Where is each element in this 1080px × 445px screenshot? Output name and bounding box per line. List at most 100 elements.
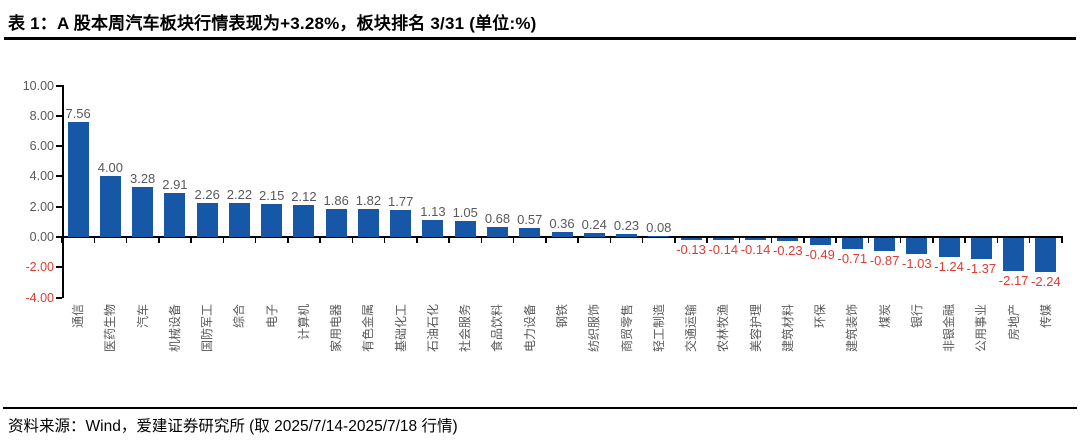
y-tick-label: -4.00 xyxy=(25,290,55,305)
y-tick-label: 4.00 xyxy=(29,169,54,184)
bar xyxy=(519,228,541,237)
bar xyxy=(712,238,734,241)
bar xyxy=(1035,238,1057,272)
x-axis-tick xyxy=(254,238,257,243)
x-axis-tick xyxy=(706,238,708,243)
category-label: 煤炭 xyxy=(877,303,892,328)
x-axis-tick xyxy=(448,238,450,243)
bar-value-label: 1.13 xyxy=(420,203,446,219)
x-axis-tick xyxy=(416,238,418,243)
bar xyxy=(809,238,831,246)
bar xyxy=(680,238,702,240)
bar-value-label: 2.15 xyxy=(259,188,285,204)
category-label: 农林牧渔 xyxy=(716,303,731,352)
x-axis-tick xyxy=(1061,238,1063,243)
category-label: 通信 xyxy=(71,303,86,328)
bar xyxy=(648,235,670,237)
bar xyxy=(228,203,250,237)
category-label: 建筑材料 xyxy=(780,303,795,352)
category-label: 家用电器 xyxy=(329,303,344,352)
x-axis-tick xyxy=(770,238,773,243)
y-axis-tick xyxy=(56,84,62,87)
x-axis-tick xyxy=(158,238,160,243)
x-axis-tick xyxy=(803,238,805,243)
category-label: 食品饮料 xyxy=(490,303,505,352)
x-axis-tick xyxy=(674,238,676,243)
bar-value-label: -0.14 xyxy=(740,242,771,258)
x-axis-tick xyxy=(383,238,386,243)
bar-value-label: 3.28 xyxy=(129,171,156,187)
category-label: 计算机 xyxy=(296,303,311,340)
x-axis-tick xyxy=(996,238,999,243)
x-axis-tick xyxy=(319,238,321,243)
x-axis-tick xyxy=(125,238,128,243)
category-label: 基础化工 xyxy=(393,303,408,352)
y-axis-tick xyxy=(56,175,62,178)
category-label: 社会服务 xyxy=(458,303,473,352)
bar xyxy=(874,238,896,252)
bar xyxy=(357,209,379,237)
x-axis-tick xyxy=(899,238,902,243)
bar-value-label: 0.36 xyxy=(549,215,575,231)
bar-value-label: 2.91 xyxy=(162,176,188,192)
x-axis-tick xyxy=(738,238,741,243)
bar-value-label: 0.57 xyxy=(517,212,543,228)
x-axis-tick xyxy=(222,238,225,243)
bar xyxy=(551,231,573,237)
x-axis-line xyxy=(62,236,1063,238)
x-axis-tick xyxy=(964,238,966,243)
category-label: 交通运输 xyxy=(684,303,699,352)
y-axis-tick xyxy=(56,114,62,117)
category-label: 汽车 xyxy=(135,303,150,328)
bar-value-label: 2.26 xyxy=(194,186,220,202)
bar-value-label: -1.03 xyxy=(902,255,932,271)
bar-value-label: 0.24 xyxy=(581,217,607,233)
source-note: 资料来源：Wind，爱建证券研究所 (取 2025/7/14-2025/7/18… xyxy=(8,418,458,435)
y-tick-label: 8.00 xyxy=(29,108,54,123)
category-label: 商贸零售 xyxy=(619,303,634,352)
bar-value-label: 1.86 xyxy=(323,192,349,208)
bar xyxy=(261,204,283,237)
y-tick-label: 2.00 xyxy=(29,199,54,214)
bar xyxy=(390,210,412,237)
bar-value-label: -0.87 xyxy=(869,253,900,269)
bar xyxy=(99,176,121,237)
x-axis-tick xyxy=(609,238,612,243)
y-axis-tick xyxy=(56,236,62,238)
bar xyxy=(325,208,347,237)
bar-value-label: 2.12 xyxy=(291,188,317,204)
bar-value-label: -0.13 xyxy=(676,241,706,257)
category-label: 轻工制造 xyxy=(651,303,666,352)
bar xyxy=(196,202,218,237)
category-label: 非银金融 xyxy=(942,303,957,352)
bar-value-label: -0.23 xyxy=(772,243,803,259)
x-axis-tick xyxy=(1028,238,1031,243)
bar-value-label: 2.22 xyxy=(226,187,253,203)
bar xyxy=(583,233,605,237)
x-axis-tick xyxy=(351,238,354,243)
x-axis-tick xyxy=(545,238,547,243)
x-axis-tick xyxy=(932,238,934,243)
bar xyxy=(777,238,799,242)
figure-title: 表 1：A 股本周汽车板块行情表现为+3.28%，板块排名 3/31 (单位:%… xyxy=(8,14,537,33)
bar xyxy=(906,238,928,254)
x-axis-tick xyxy=(867,238,870,243)
bar xyxy=(745,238,767,241)
category-label: 综合 xyxy=(232,303,247,328)
category-label: 公用事业 xyxy=(974,303,989,352)
category-label: 环保 xyxy=(813,303,828,328)
bar xyxy=(841,238,863,249)
y-axis-tick xyxy=(56,296,62,299)
y-axis-line xyxy=(62,85,64,298)
bar-value-label: -2.17 xyxy=(998,272,1029,288)
x-axis-tick xyxy=(512,238,515,243)
sector-performance-bar-chart: 10.00 8.00 6.00 4.00 2.00 0.00 -2.00 -4.00 7.56 通… xyxy=(0,45,1080,403)
bar-value-label: -0.14 xyxy=(708,242,739,258)
bar-value-label: -0.71 xyxy=(837,250,868,266)
y-tick-label: 0.00 xyxy=(29,230,54,244)
category-label: 美容护理 xyxy=(748,303,763,352)
bar-value-label: -0.49 xyxy=(805,247,835,263)
bar-value-label: 1.77 xyxy=(388,194,414,210)
bar xyxy=(970,238,992,259)
y-tick-label: -2.00 xyxy=(25,260,55,275)
